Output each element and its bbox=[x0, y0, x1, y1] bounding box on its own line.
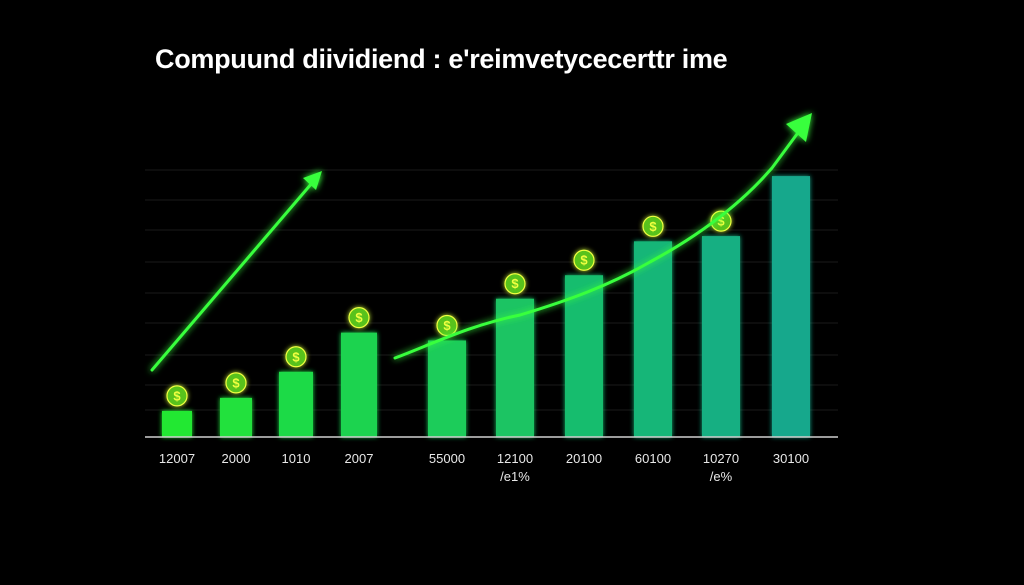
x-tick-label: 1010 bbox=[282, 451, 311, 466]
dollar-coin-icon: $ bbox=[225, 372, 247, 394]
bars bbox=[162, 176, 810, 437]
svg-text:$: $ bbox=[355, 310, 363, 325]
x-tick-label: 20100 bbox=[566, 451, 602, 466]
trend-lines bbox=[150, 113, 812, 372]
x-tick-sublabel: /e% bbox=[710, 469, 733, 484]
svg-text:$: $ bbox=[443, 318, 451, 333]
svg-text:$: $ bbox=[292, 349, 300, 364]
x-tick-label: 10270 bbox=[703, 451, 739, 466]
dollar-coin-icon: $ bbox=[710, 210, 732, 232]
dollar-coin-icon: $ bbox=[642, 215, 664, 237]
svg-text:$: $ bbox=[232, 375, 240, 390]
svg-text:$: $ bbox=[717, 214, 725, 229]
x-tick-label: 2000 bbox=[222, 451, 251, 466]
bar-2007 bbox=[341, 332, 377, 437]
bar-10270 bbox=[702, 236, 740, 437]
svg-text:$: $ bbox=[173, 388, 181, 403]
dollar-coin-icon: $ bbox=[504, 273, 526, 295]
x-tick-sublabel: /e1% bbox=[500, 469, 530, 484]
trend-arrow-left bbox=[150, 171, 322, 372]
x-tick-labels: 12007 2000 1010 2007 55000 12100/e1% 20100 6010… bbox=[159, 451, 809, 484]
bar-1010 bbox=[279, 371, 313, 437]
coins: $ $ $ $ $ $ $ $ $ bbox=[166, 210, 732, 407]
svg-text:$: $ bbox=[511, 276, 519, 291]
bar-12100 bbox=[496, 298, 534, 437]
dollar-coin-icon: $ bbox=[573, 249, 595, 271]
bar-12007 bbox=[162, 410, 192, 437]
svg-text:$: $ bbox=[649, 219, 657, 234]
bar-30100 bbox=[772, 176, 810, 437]
chart-title: Compuund diividiend : e'reimvetycecerttr… bbox=[155, 44, 728, 74]
dollar-coin-icon: $ bbox=[285, 346, 307, 368]
x-tick-label: 12007 bbox=[159, 451, 195, 466]
x-tick-label: 2007 bbox=[345, 451, 374, 466]
bar-55000 bbox=[428, 340, 466, 437]
x-tick-label: 30100 bbox=[773, 451, 809, 466]
x-tick-label: 12100 bbox=[497, 451, 533, 466]
svg-text:$: $ bbox=[580, 253, 588, 268]
x-tick-label: 60100 bbox=[635, 451, 671, 466]
bar-60100 bbox=[634, 241, 672, 437]
x-tick-label: 55000 bbox=[429, 451, 465, 466]
trend-arrow-right bbox=[393, 113, 812, 360]
bar-2000 bbox=[220, 397, 252, 437]
dollar-coin-icon: $ bbox=[348, 307, 370, 329]
bar-20100 bbox=[565, 275, 603, 437]
dollar-coin-icon: $ bbox=[436, 314, 458, 337]
dollar-coin-icon: $ bbox=[166, 385, 188, 407]
